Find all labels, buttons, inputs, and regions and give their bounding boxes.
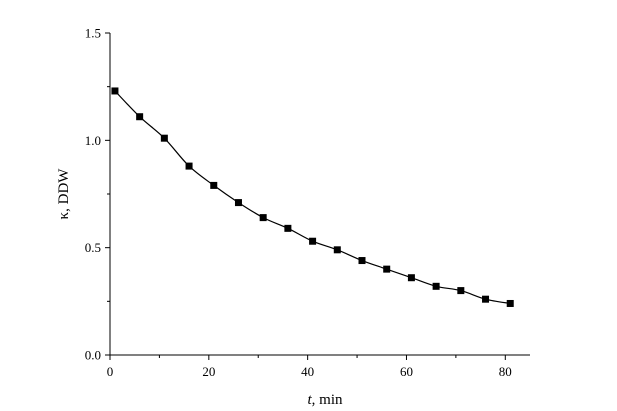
y-tick-label: 1.0 bbox=[85, 133, 101, 148]
y-tick-label: 1.5 bbox=[85, 26, 101, 41]
data-point bbox=[358, 257, 366, 265]
data-point bbox=[506, 299, 514, 307]
x-tick-label: 0 bbox=[107, 364, 114, 379]
x-tick-label: 20 bbox=[202, 364, 215, 379]
data-point bbox=[259, 214, 267, 222]
data-point bbox=[383, 265, 391, 273]
data-point bbox=[482, 295, 490, 303]
x-tick-label: 40 bbox=[301, 364, 314, 379]
data-point bbox=[407, 274, 415, 282]
y-tick-label: 0.0 bbox=[85, 348, 101, 363]
data-point bbox=[284, 224, 292, 232]
x-axis-title-var: t bbox=[307, 392, 312, 408]
data-point bbox=[185, 162, 193, 170]
data-point bbox=[457, 287, 465, 295]
y-tick-label: 0.5 bbox=[85, 240, 101, 255]
data-point bbox=[333, 246, 341, 254]
data-point bbox=[160, 134, 168, 142]
x-ticks: 0 20 40 60 80 bbox=[107, 355, 512, 379]
x-axis-title: t, min bbox=[307, 392, 343, 408]
data-point bbox=[432, 282, 440, 290]
data-point bbox=[234, 199, 242, 207]
data-markers bbox=[111, 87, 514, 307]
y-axis-title: κ, DDW bbox=[56, 168, 72, 220]
x-tick-label: 80 bbox=[499, 364, 512, 379]
x-tick-label: 60 bbox=[400, 364, 413, 379]
data-point bbox=[309, 237, 317, 245]
y-ticks: 0.0 0.5 1.0 1.5 bbox=[85, 26, 110, 363]
data-point bbox=[136, 113, 144, 121]
data-point bbox=[210, 181, 218, 189]
data-point bbox=[111, 87, 119, 95]
series-line bbox=[114, 90, 511, 305]
x-axis-title-unit: , min bbox=[312, 392, 343, 408]
plot-area: 0 20 40 60 80 0.0 0.5 1.0 1.5 bbox=[85, 26, 530, 379]
